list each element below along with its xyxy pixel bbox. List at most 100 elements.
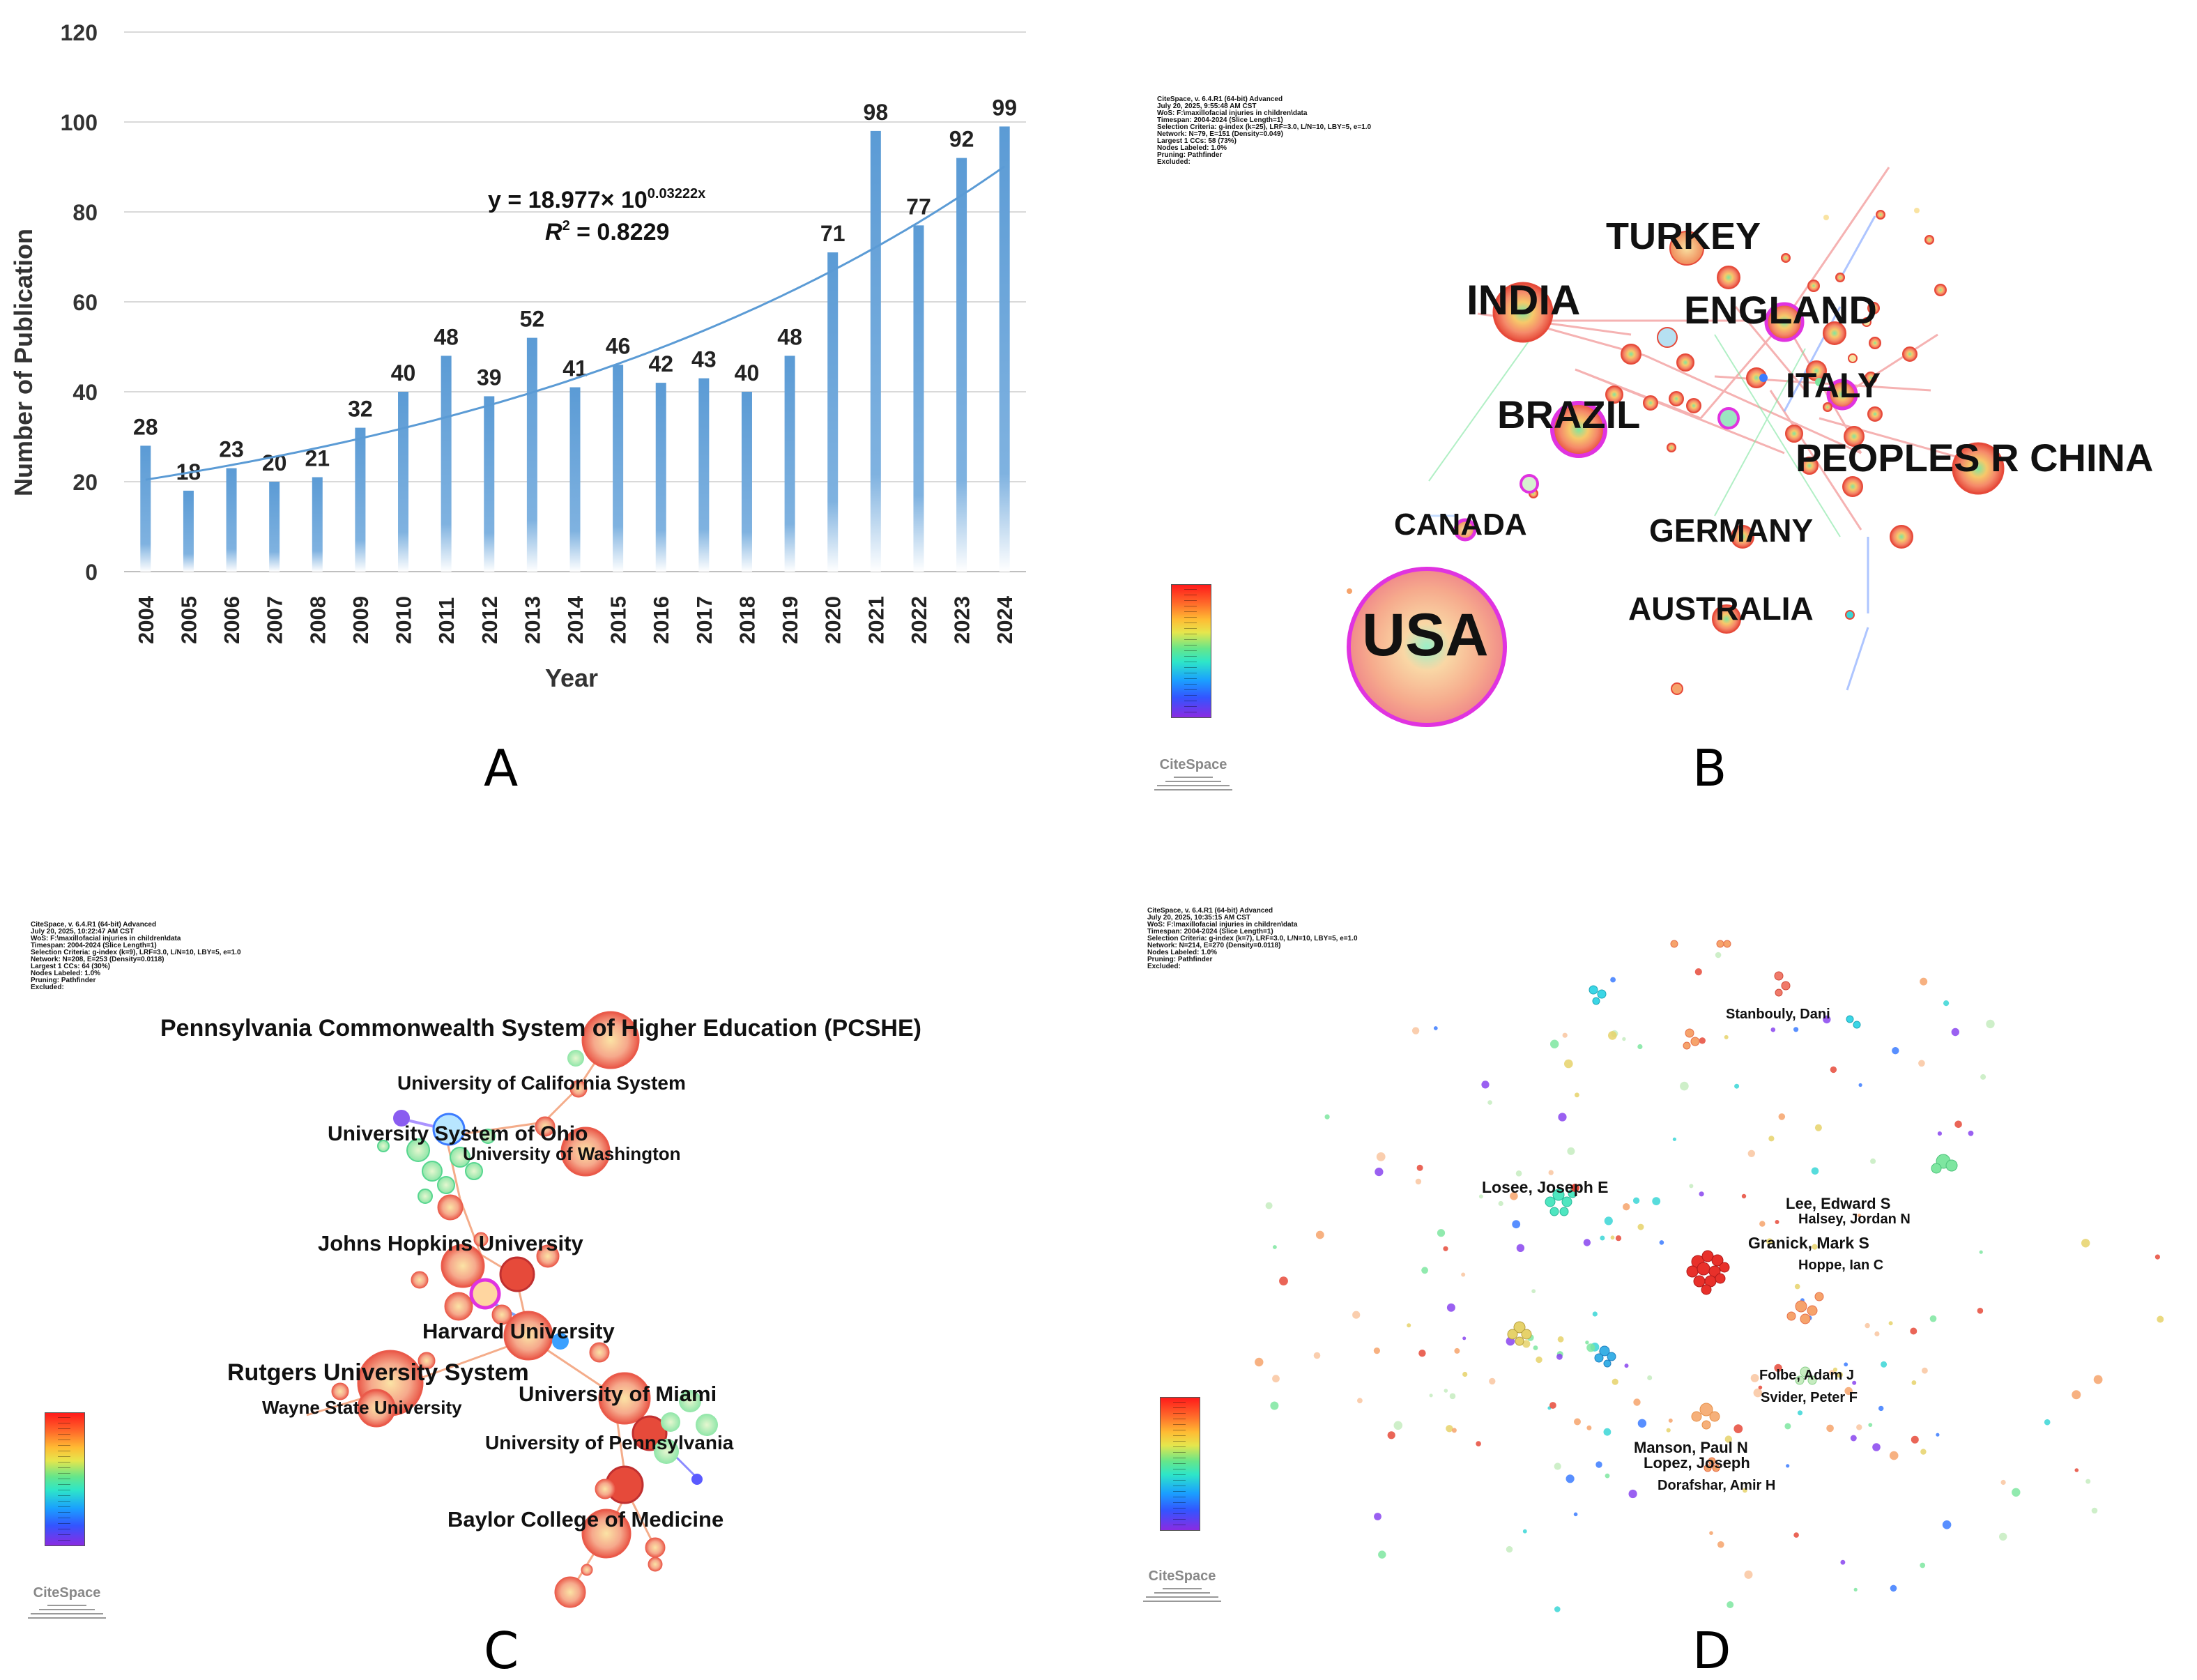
author-node-dot [1454, 1347, 1460, 1354]
x-tick-label: 2012 [477, 596, 502, 644]
node-university-system-of-ohio [432, 1113, 466, 1146]
author-node-dot [1918, 1060, 1925, 1067]
ohio-cluster-nodes [377, 1129, 496, 1204]
metadata-line: Timespan: 2004-2024 (Slice Length=1) [1147, 928, 1273, 936]
metadata-line: CiteSpace, v. 6.4.R1 (64-bit) Advanced [1147, 907, 1273, 915]
author-cluster-orange [1670, 940, 1824, 1472]
author-node-dot [1444, 1389, 1448, 1393]
author-node-dot [1774, 1364, 1782, 1373]
author-node-dot [1733, 1424, 1743, 1433]
x-tick-label: 2006 [220, 596, 244, 644]
metadata-line: Pruning: Pathfinder [1147, 956, 1213, 963]
author-node-dot [1857, 1214, 1862, 1218]
panel-d-year-color-legend [1160, 1397, 1200, 1531]
author-node-dot [1315, 1230, 1324, 1239]
author-node-dot [1567, 1147, 1575, 1155]
bar-2011 [441, 356, 452, 572]
author-node-dot [1759, 1221, 1766, 1227]
y-axis-title: Number of Publication [9, 229, 38, 496]
metadata-line: Selection Criteria: g-index (k=25), LRF=… [1157, 123, 1372, 131]
author-node-dot [2074, 1468, 2079, 1472]
author-node-dot [1407, 1323, 1411, 1328]
metadata-line: Nodes Labeled: 1.0% [31, 970, 101, 977]
author-node-dot [1637, 1223, 1644, 1230]
author-node-dot [1418, 1350, 1426, 1357]
author-node-dot [1870, 1158, 1876, 1164]
node-china [1952, 442, 2005, 495]
author-node-dot [1324, 1114, 1330, 1120]
author-node-dot [1892, 1047, 1899, 1055]
country-node-label: INDIA [1467, 277, 1581, 323]
institution-node-label: University of Pennsylvania [485, 1432, 734, 1453]
x-tick-label: 2014 [563, 595, 588, 644]
author-node-dot [1747, 1150, 1755, 1157]
equation-exponent: 0.03222x [648, 186, 705, 201]
author-node-dot [1556, 1353, 1563, 1360]
author-node-dot [1554, 1463, 1561, 1470]
author-node-dot [1951, 1028, 1959, 1037]
bar-value-label: 99 [992, 95, 1017, 120]
author-node-dot [1793, 1532, 1799, 1538]
author-node-dot [1699, 1191, 1704, 1197]
r-squared-value: = 0.8229 [570, 219, 670, 245]
bar-2006 [226, 468, 237, 572]
author-node-dot [1451, 1428, 1457, 1433]
bar-value-label: 40 [391, 360, 416, 385]
node-germany [1731, 525, 1754, 549]
institution-node-label: University System of Ohio [328, 1122, 588, 1145]
panel-letter-a: A [484, 739, 519, 797]
author-node-dot [1478, 1194, 1483, 1199]
author-node-dot [1911, 1380, 1917, 1385]
author-node-dot [1592, 1311, 1598, 1317]
country-node-label: ITALY [1786, 366, 1881, 405]
author-node-dot [2091, 1507, 2098, 1514]
x-tick-label: 2022 [907, 596, 931, 644]
author-node-dot [1856, 1424, 1862, 1430]
author-node-dot [1829, 1370, 1835, 1376]
author-node-dot [1610, 1235, 1615, 1240]
author-node-dot [2085, 1479, 2091, 1484]
author-node-dot [1637, 1044, 1643, 1050]
r-squared-symbol: R [545, 219, 562, 245]
author-node-dot [1573, 1512, 1578, 1517]
author-node-dot [1515, 1170, 1522, 1177]
x-tick-label: 2013 [520, 596, 544, 644]
author-node-label: Dorafshar, Amir H [1658, 1478, 1776, 1493]
author-node-label: Losee, Joseph E [1482, 1178, 1609, 1196]
author-node-dot [1612, 1378, 1618, 1385]
author-cluster-green [1931, 1154, 1958, 1174]
country-network [1347, 167, 2005, 727]
x-tick-label: 2018 [735, 596, 759, 644]
metadata-line: Excluded: [1147, 963, 1181, 970]
author-node-label: Hoppe, Ian C [1798, 1258, 1884, 1273]
author-node-dot [1575, 1092, 1579, 1098]
node-wayne-state [357, 1389, 396, 1428]
author-node-dot [2093, 1375, 2103, 1384]
author-node-dot [1443, 1246, 1448, 1251]
author-node-dot [1632, 1197, 1640, 1204]
author-node-dot [1604, 1216, 1613, 1225]
author-node-dot [1624, 1364, 1629, 1368]
author-node-dot [1768, 1136, 1775, 1142]
author-node-dot [1531, 1289, 1536, 1294]
metadata-line: Pruning: Pathfinder [1157, 151, 1223, 159]
author-node-dot [1910, 1327, 1917, 1335]
author-node-dot [1446, 1425, 1453, 1433]
author-node-dot [1622, 1037, 1626, 1041]
author-node-dot [1387, 1431, 1395, 1440]
author-node-dot [1977, 1308, 1984, 1314]
bar-2013 [526, 337, 537, 572]
author-node-dot [1840, 1559, 1846, 1565]
author-node-dot [1623, 1203, 1630, 1211]
x-tick-label: 2005 [176, 596, 201, 644]
author-node-dot [1610, 977, 1616, 983]
institution-node-label: Baylor College of Medicine [447, 1507, 724, 1532]
author-node-dot [1603, 1428, 1612, 1436]
x-tick-label: 2004 [134, 595, 158, 644]
author-node-dot [1373, 1347, 1380, 1354]
bar-value-label: 92 [949, 127, 974, 152]
bar-2014 [569, 387, 581, 572]
author-node-dot [1255, 1357, 1264, 1367]
metadata-line: Timespan: 2004-2024 (Slice Length=1) [31, 942, 157, 949]
author-node-dot [1954, 1120, 1962, 1129]
